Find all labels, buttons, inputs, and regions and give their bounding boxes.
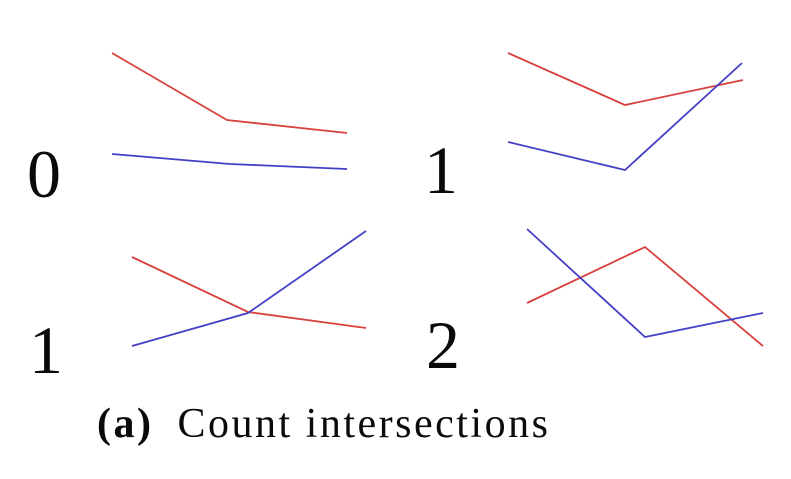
bottom-left-red-line	[131, 256, 367, 329]
bottom-right-blue-line	[526, 228, 764, 338]
top-right-red-line	[507, 52, 744, 106]
panel-label-bottom-right: 2	[426, 307, 460, 383]
panel-label-top-left: 0	[27, 136, 61, 212]
caption-text: Count intersections	[177, 401, 551, 447]
top-left-red-line	[111, 52, 348, 134]
panel-label-bottom-left: 1	[29, 312, 63, 388]
panel-label-top-right: 1	[424, 132, 458, 208]
top-right-blue-line	[507, 62, 743, 171]
figure-caption: (a) Count intersections	[97, 400, 550, 448]
bottom-right-red-line	[526, 245, 764, 347]
bottom-left-blue-line	[131, 230, 367, 347]
caption-marker: (a)	[97, 401, 154, 447]
top-left-blue-line	[111, 153, 348, 170]
